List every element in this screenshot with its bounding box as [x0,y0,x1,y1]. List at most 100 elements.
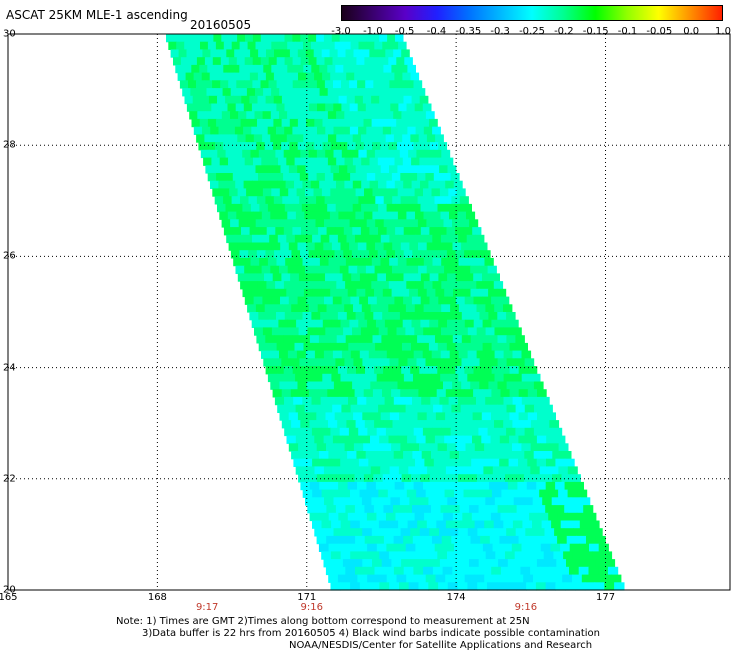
swath-cell [327,64,336,74]
swath-cell [207,118,217,128]
swath-cell [347,118,356,128]
swath-cell [506,381,517,390]
swath-cell [346,420,357,429]
swath-cell [484,443,494,452]
swath-cell [388,118,397,128]
swath-cell [391,389,401,398]
swath-cell [506,335,516,344]
swath-cell [348,57,357,66]
swath-cell [580,497,591,506]
swath-cell [378,180,387,189]
swath-cell [552,451,563,460]
swath-cell [370,435,380,444]
swath-cell [264,219,274,228]
swath-cell [306,242,316,251]
swath-cell [435,412,446,421]
swath-cell [276,80,286,89]
swath-cell [250,149,260,159]
swath-cell [378,203,388,213]
swath-cell [251,126,261,135]
swath-cell [343,250,353,259]
swath-cell [358,427,368,437]
swath-cell [388,57,397,66]
swath-cell [308,80,318,89]
swath-cell [394,72,403,81]
swath-cell [441,257,451,267]
swath-cell [363,211,373,220]
swath-cell [241,257,252,267]
swath-cell [595,559,606,568]
swath-cell [397,281,407,290]
swath-cell [539,566,551,576]
swath-cell [442,196,452,205]
swath-cell [425,489,436,498]
swath-cell [538,512,549,522]
swath-cell [438,420,449,429]
swath-cell [400,389,410,398]
swath-cell [311,64,320,74]
swath-cell [322,72,331,81]
swath-cell [458,350,469,359]
swath-cell [338,118,348,128]
swath-cell [299,196,309,205]
swath-cell [326,474,337,483]
swath-cell [429,296,439,305]
swath-cell [503,574,515,583]
swath-cell [375,451,385,460]
swath-cell [408,466,419,475]
swath-cell [343,528,354,537]
swath-cell [380,281,390,290]
swath-cell [230,250,241,259]
swath-cell [375,242,385,251]
swath-cell [229,134,238,143]
swath-cell [564,458,575,467]
swath-cell [466,396,477,406]
swath-cell [352,381,362,390]
swath-cell [415,211,425,220]
swath-cell [557,512,568,522]
swath-cell [300,103,310,112]
swath-cell [273,95,283,105]
swath-cell [391,64,400,74]
swath-cell [274,49,283,58]
swath-cell [490,273,500,282]
swath-cell [197,34,207,43]
swath-cell [298,443,308,452]
swath-cell [300,34,309,43]
swath-cell [390,103,399,112]
swath-cell [524,358,535,367]
swath-cell [376,319,386,328]
swath-cell [413,566,424,576]
swath-cell [316,535,327,545]
swath-cell [455,574,466,583]
swath-cell [515,404,526,413]
swath-cell [449,211,459,220]
swath-cell [351,435,362,444]
swath-cell [447,420,458,429]
swath-cell [235,265,245,274]
swath-cell [217,72,227,81]
swath-cell [380,57,389,66]
swath-cell [252,265,263,274]
swath-cell [415,381,426,390]
swath-cell [485,396,495,406]
swath-cell [398,551,409,560]
swath-cell [518,412,529,421]
swath-cell [425,358,436,367]
swath-cell [230,165,240,174]
swath-cell [288,188,298,197]
swath-cell [429,420,440,429]
swath-cell [441,304,451,313]
swath-cell [202,49,211,58]
swath-cell [350,173,360,182]
swath-cell [340,242,350,251]
swath-cell [334,250,344,259]
swath-cell [380,497,391,506]
swath-cell [478,404,489,413]
swath-cell [591,574,602,583]
swath-cell [279,350,289,359]
swath-cell [340,489,351,498]
colorbar-tick-label: -3.0 [331,26,351,37]
swath-cell [284,103,294,112]
swath-cell [421,451,432,460]
